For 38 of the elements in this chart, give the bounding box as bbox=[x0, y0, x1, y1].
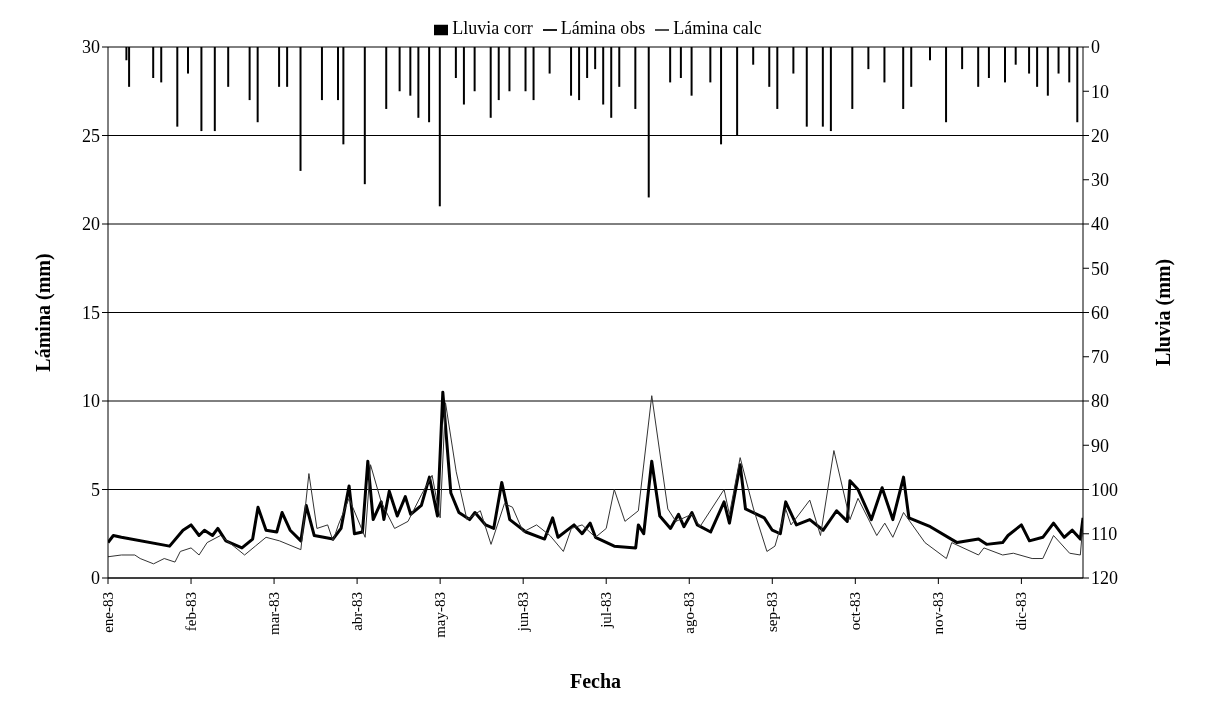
x-tick-label: oct-83 bbox=[847, 592, 864, 631]
y2-tick-label: 110 bbox=[1091, 524, 1118, 545]
y-tick-label: 10 bbox=[82, 391, 100, 412]
y2-tick-label: 60 bbox=[1091, 302, 1109, 323]
x-tick-label: ene-83 bbox=[100, 592, 116, 633]
x-tick-label: abr-83 bbox=[349, 592, 366, 631]
y-tick-label: 20 bbox=[82, 214, 100, 235]
y2-tick-label: 120 bbox=[1091, 568, 1118, 589]
y2-tick-label: 50 bbox=[1091, 258, 1109, 279]
y2-tick-label: 0 bbox=[1091, 37, 1100, 58]
y2-tick-label: 20 bbox=[1091, 125, 1109, 146]
x-tick-label: sep-83 bbox=[764, 592, 781, 632]
y2-tick-label: 10 bbox=[1091, 81, 1109, 102]
x-tick-label: nov-83 bbox=[930, 592, 947, 635]
y2-tick-label: 90 bbox=[1091, 435, 1109, 456]
legend-label: Lámina obs bbox=[560, 18, 646, 38]
y2-tick-label: 70 bbox=[1091, 347, 1109, 368]
x-tick-label: jun-83 bbox=[515, 592, 532, 633]
y-tick-label: 30 bbox=[82, 37, 100, 58]
y-axis-title: Lámina (mm) bbox=[32, 253, 56, 372]
y-tick-label: 0 bbox=[91, 568, 100, 589]
y-tick-label: 15 bbox=[82, 302, 100, 323]
x-tick-label: feb-83 bbox=[183, 592, 200, 632]
x-tick-label: ago-83 bbox=[681, 592, 698, 634]
x-tick-label: may-83 bbox=[432, 592, 449, 638]
y-tick-label: 5 bbox=[91, 479, 100, 500]
y2-tick-label: 30 bbox=[1091, 170, 1109, 191]
legend-label: Lámina calc bbox=[673, 18, 762, 38]
y2-tick-label: 80 bbox=[1091, 391, 1109, 412]
y2-tick-label: 100 bbox=[1091, 479, 1118, 500]
x-axis-title: Fecha bbox=[569, 670, 622, 692]
y-tick-label: 25 bbox=[82, 125, 100, 146]
y2-axis-title: Lluvia (mm) bbox=[1152, 258, 1176, 367]
x-tick-label: jul-83 bbox=[598, 592, 615, 629]
legend-label: Lluvia corr bbox=[452, 18, 533, 38]
x-tick-label: mar-83 bbox=[266, 592, 283, 636]
x-tick-label: dic-83 bbox=[1013, 592, 1030, 631]
y2-tick-label: 40 bbox=[1091, 214, 1109, 235]
